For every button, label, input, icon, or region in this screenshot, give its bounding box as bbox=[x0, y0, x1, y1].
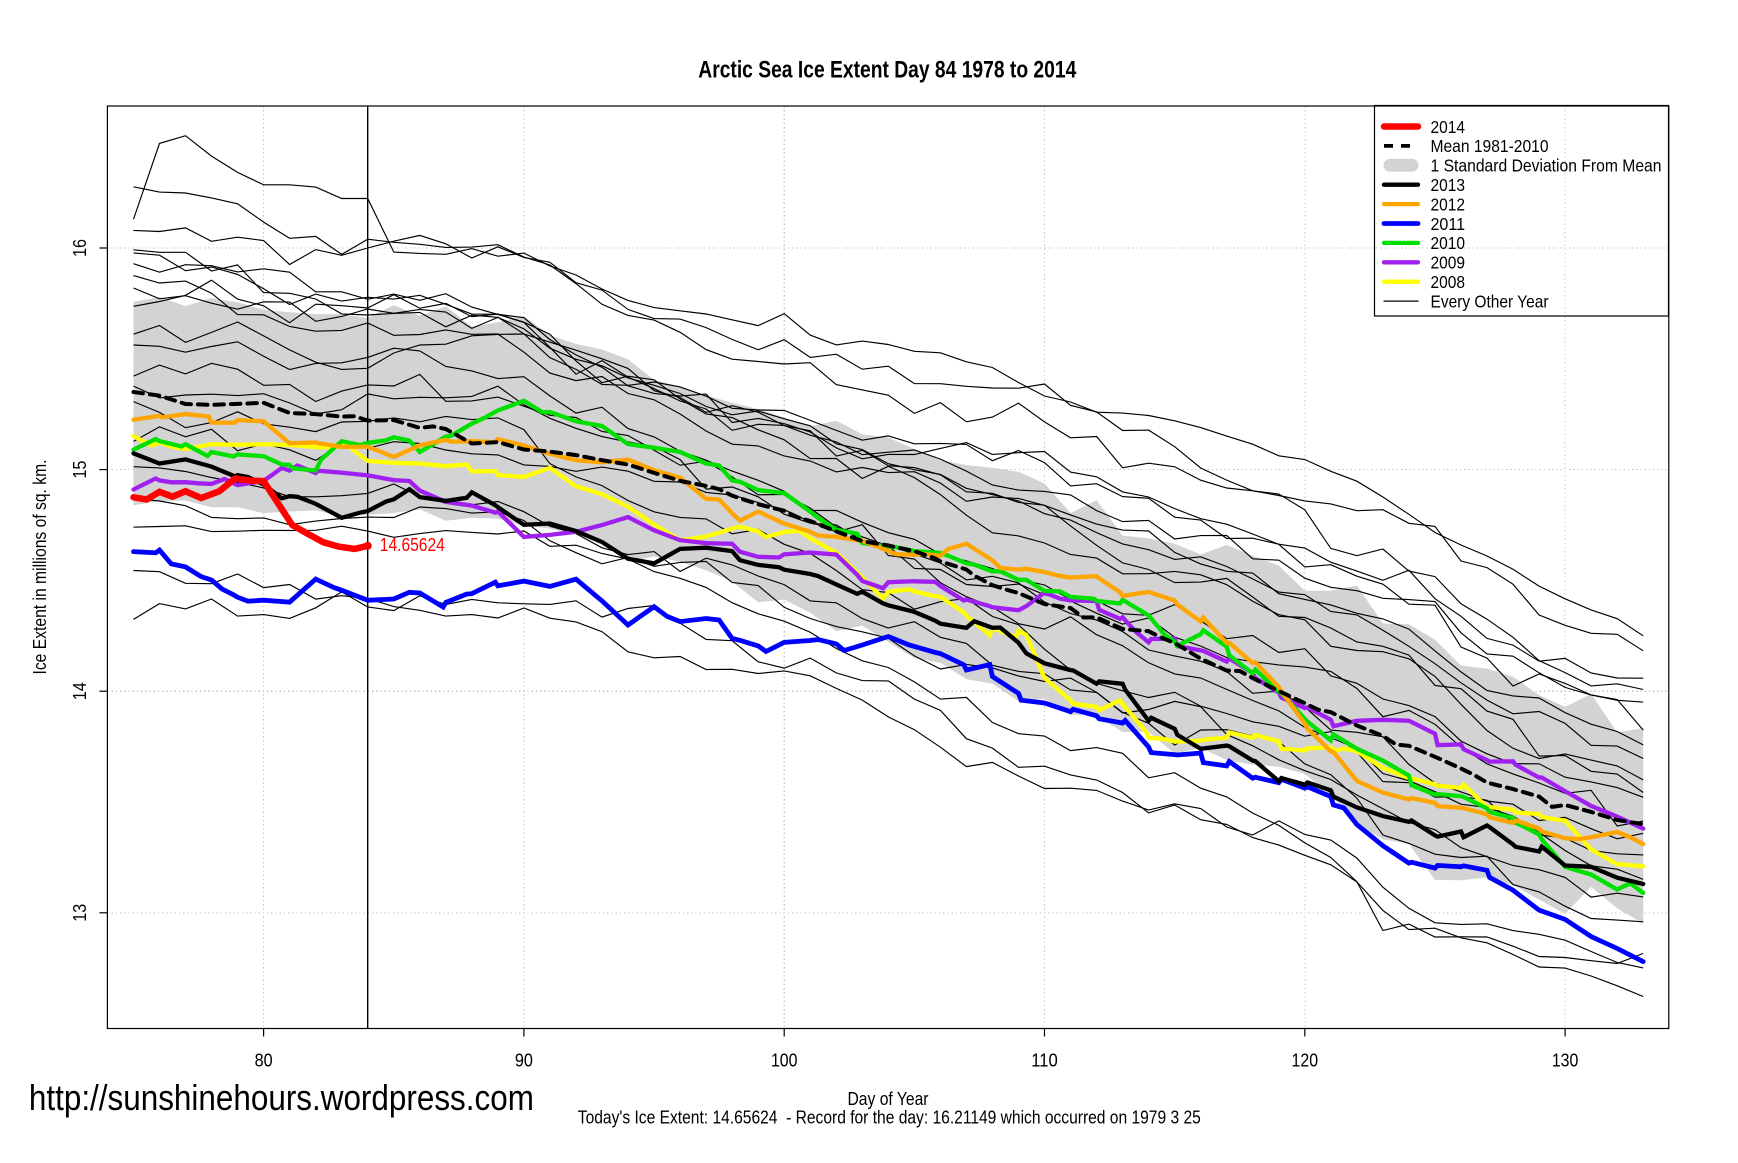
svg-text:http://sunshinehours.wordpress: http://sunshinehours.wordpress.com bbox=[29, 1077, 534, 1118]
svg-text:16: 16 bbox=[69, 239, 90, 257]
svg-text:100: 100 bbox=[771, 1050, 798, 1071]
svg-text:2008: 2008 bbox=[1431, 272, 1466, 292]
svg-text:1 Standard Deviation From Mean: 1 Standard Deviation From Mean bbox=[1431, 156, 1662, 176]
svg-text:Day of Year: Day of Year bbox=[848, 1089, 929, 1109]
svg-text:2013: 2013 bbox=[1431, 175, 1466, 195]
svg-text:Ice Extent in millions of sq.: Ice Extent in millions of sq. km. bbox=[30, 460, 50, 675]
svg-text:2012: 2012 bbox=[1431, 194, 1466, 214]
svg-text:120: 120 bbox=[1292, 1050, 1319, 1071]
svg-text:90: 90 bbox=[515, 1050, 533, 1071]
svg-text:130: 130 bbox=[1552, 1050, 1579, 1071]
svg-text:Arctic Sea Ice Extent Day 84 1: Arctic Sea Ice Extent Day 84 1978 to 201… bbox=[698, 57, 1077, 84]
svg-text:2014: 2014 bbox=[1431, 117, 1466, 137]
svg-text:14.65624: 14.65624 bbox=[380, 535, 445, 555]
svg-text:14: 14 bbox=[69, 682, 90, 700]
svg-text:2009: 2009 bbox=[1431, 253, 1466, 273]
svg-text:80: 80 bbox=[255, 1050, 273, 1071]
svg-text:Every Other Year: Every Other Year bbox=[1431, 291, 1549, 311]
svg-text:110: 110 bbox=[1031, 1050, 1058, 1071]
svg-text:2011: 2011 bbox=[1431, 214, 1466, 234]
svg-text:Mean 1981-2010: Mean 1981-2010 bbox=[1431, 136, 1549, 156]
svg-text:15: 15 bbox=[69, 461, 90, 479]
svg-text:2010: 2010 bbox=[1431, 233, 1466, 253]
svg-text:Today's Ice Extent: 14.65624: Today's Ice Extent: 14.65624 - Record fo… bbox=[578, 1108, 1201, 1128]
svg-text:13: 13 bbox=[69, 904, 90, 922]
